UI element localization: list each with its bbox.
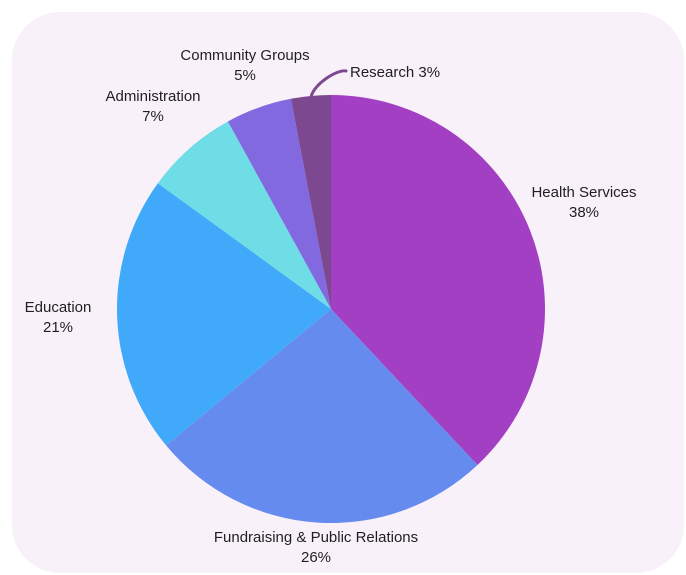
slice-value-community-groups: 5% — [234, 67, 256, 84]
slice-label-health-services: Health Services — [531, 184, 636, 201]
pie-labels: Health Services 38% Fundraising & Public R… — [25, 47, 637, 566]
pie-slice-community-groups — [227, 98, 331, 309]
slice-value-fundraising-and-public-relations: 26% — [301, 549, 331, 566]
pie-slice-research — [290, 95, 331, 309]
slice-label-community-groups: Community Groups — [180, 47, 309, 64]
pie-slice-education — [117, 183, 332, 446]
slice-label-administration: Administration — [105, 88, 200, 105]
slice-label-education: Education — [25, 299, 92, 316]
leader-line-research — [309, 69, 348, 100]
slice-value-administration: 7% — [142, 108, 164, 125]
slice-value-health-services: 38% — [569, 204, 599, 221]
slice-label-research: Research 3% — [350, 64, 440, 81]
slice-value-research: 3% — [414, 64, 440, 81]
pie-slices — [117, 95, 545, 523]
pie-slice-administration — [157, 121, 331, 309]
pie-slice-fundraising-and-public-relations — [166, 309, 478, 523]
slice-value-education: 21% — [43, 319, 73, 336]
slice-label-fundraising-and-public-relations: Fundraising & Public Relations — [214, 529, 418, 546]
pie-slice-health-services — [331, 95, 545, 465]
